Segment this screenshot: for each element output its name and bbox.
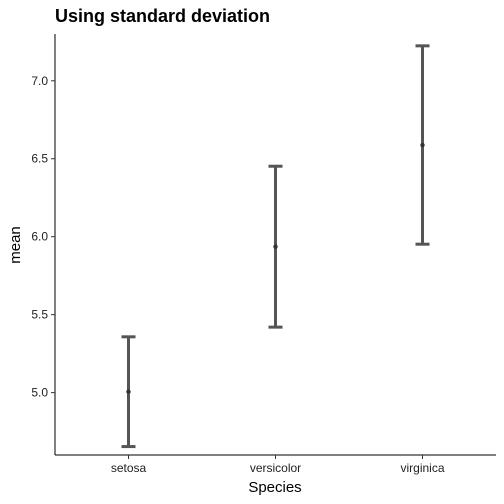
y-tick-label: 6.0 — [31, 230, 48, 244]
mean-point — [126, 389, 131, 394]
mean-point — [273, 244, 278, 249]
x-tick-label: versicolor — [250, 461, 301, 475]
y-tick-label: 6.5 — [31, 152, 48, 166]
x-axis-title: Species — [248, 479, 301, 496]
plot-area: 5.0 5.5 6.0 6.5 7.0 setosa versicolor virginica — [31, 34, 496, 475]
y-tick-label: 7.0 — [31, 74, 48, 88]
mean-point — [420, 142, 425, 148]
chart-title: Using standard deviation — [55, 6, 270, 26]
x-tick-label: setosa — [111, 461, 147, 475]
y-axis-title: mean — [7, 226, 24, 264]
y-tick-label: 5.5 — [31, 308, 48, 322]
x-tick-label: virginica — [400, 461, 444, 475]
y-tick-label: 5.0 — [31, 386, 48, 400]
